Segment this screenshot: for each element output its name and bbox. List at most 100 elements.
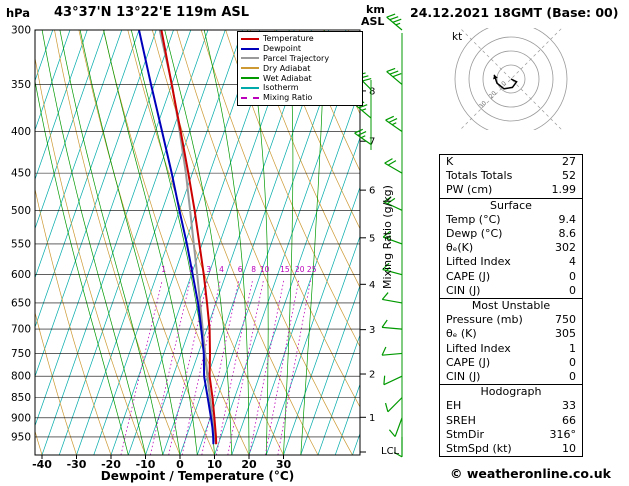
table-row-label: K (446, 155, 454, 168)
table-row-value: 0 (569, 283, 576, 297)
svg-text:600: 600 (11, 269, 31, 281)
table-row: Lifted Index 1 (440, 342, 582, 356)
svg-text:10: 10 (207, 458, 223, 471)
table-row: CIN (J) 0 (440, 370, 582, 384)
legend-item-mixing-ratio: Mixing Ratio (241, 93, 359, 103)
legend-item-dewpoint: Dewpoint (241, 44, 359, 54)
table-row-label: EH (446, 399, 462, 413)
svg-text:20: 20 (295, 265, 305, 274)
plot-frame (34, 29, 361, 456)
table-row: CIN (J) 0 (440, 284, 582, 298)
svg-text:7: 7 (369, 137, 375, 148)
pressure-gridlines: 300 350 400 450 500 550 600 650 700 750 800 850 900 9… (11, 25, 360, 443)
table-row-label: CIN (J) (446, 283, 481, 297)
table-row-label: StmDir (446, 427, 485, 441)
legend-item-dry-adiabat: Dry Adiabat (241, 63, 359, 73)
table-row: PW (cm) 1.99 (440, 183, 582, 197)
table-row: Temp (°C) 9.4 (440, 213, 582, 227)
km-axis: 1 2 3 4 5 6 7 8 (360, 86, 375, 453)
temperature-curve (160, 30, 218, 445)
table-row-value: 27 (562, 155, 576, 168)
svg-text:500: 500 (11, 205, 31, 217)
table-section-header: Most Unstable (471, 299, 551, 313)
table-row-value: 305 (555, 327, 576, 341)
legend-swatch (241, 86, 259, 89)
hodograph-arrowhead (493, 74, 498, 80)
svg-text:15: 15 (280, 265, 290, 274)
table-row-label: CAPE (J) (446, 355, 491, 369)
svg-text:400: 400 (11, 126, 31, 138)
temp-axis-labels: -40 -30 -20 -10 0 10 20 30 (32, 455, 291, 471)
svg-text:10: 10 (260, 265, 270, 274)
table-row-value: 4 (569, 255, 576, 269)
table-section: Surface Temp (°C) 9.4 Dewp (°C) 8.6 θₑ(K) 302 L… (440, 197, 582, 298)
table-row-value: 0 (569, 355, 576, 369)
legend-label: Isotherm (263, 83, 299, 93)
svg-text:8: 8 (369, 86, 375, 97)
svg-text:450: 450 (11, 168, 31, 180)
wind-barbs (354, 13, 403, 458)
table-row-label: θₑ (K) (446, 327, 477, 341)
table-row-label: Dewp (°C) (446, 227, 503, 241)
asl-axis-label: ASL (361, 15, 385, 28)
legend-swatch (241, 67, 259, 70)
legend-label: Wet Adiabat (263, 73, 312, 83)
legend: Temperature Dewpoint Parcel Trajectory Dry … (237, 31, 363, 106)
table-row-label: Totals Totals (446, 169, 513, 183)
legend-item-temperature: Temperature (241, 34, 359, 44)
svg-text:650: 650 (11, 297, 31, 309)
hodograph-trace (493, 74, 518, 90)
table-row-label: θₑ(K) (446, 241, 474, 255)
km-axis-label: km (366, 3, 385, 16)
parcel-trajectory-curve (158, 30, 218, 445)
table-row-value: 9.4 (558, 212, 577, 226)
svg-text:-40: -40 (32, 458, 52, 471)
legend-label: Temperature (263, 34, 314, 44)
svg-text:30: 30 (478, 100, 488, 110)
table-row: SREH 66 (440, 414, 582, 428)
svg-text:3: 3 (206, 265, 211, 274)
table-row: θₑ (K) 305 (440, 327, 582, 341)
table-row: Dewp (°C) 8.6 (440, 227, 582, 241)
table-row-value: 66 (562, 413, 576, 427)
station-title: 43°37'N 13°22'E 119m ASL (54, 5, 250, 20)
table-row-value: 302 (555, 241, 576, 255)
svg-text:25: 25 (307, 265, 317, 274)
legend-label: Dry Adiabat (263, 63, 311, 73)
table-section-header: Surface (490, 198, 532, 212)
legend-swatch (241, 96, 259, 99)
table-row-value: 316° (549, 427, 577, 441)
pressure-unit-label: hPa (6, 6, 31, 20)
mixing-ratio-axis-label: Mixing Ratio (g/kg) (381, 185, 394, 290)
svg-text:800: 800 (11, 371, 31, 383)
table-row: CAPE (J) 0 (440, 270, 582, 284)
svg-text:10: 10 (498, 80, 508, 90)
svg-text:-30: -30 (67, 458, 87, 471)
legend-swatch (241, 57, 259, 60)
svg-text:300: 300 (11, 25, 31, 37)
svg-text:6: 6 (369, 186, 375, 197)
table-row-label: Lifted Index (446, 255, 511, 269)
table-row: StmDir 316° (440, 428, 582, 442)
table-section: K 27 Totals Totals 52 PW (cm) 1.99 (440, 155, 582, 198)
indices-table: K 27 Totals Totals 52 PW (cm) 1.99 Surface Temp… (439, 154, 583, 458)
svg-text:950: 950 (11, 431, 31, 443)
copyright: © weatheronline.co.uk (450, 466, 611, 481)
legend-swatch (241, 47, 259, 50)
table-section-header: Hodograph (480, 385, 542, 399)
svg-text:30: 30 (276, 458, 292, 471)
table-row-value: 1 (569, 341, 576, 355)
svg-text:3: 3 (369, 325, 375, 336)
svg-text:1: 1 (369, 413, 375, 424)
table-row: Pressure (mb) 750 (440, 313, 582, 327)
table-row: CAPE (J) 0 (440, 356, 582, 370)
table-row-value: 0 (569, 269, 576, 283)
legend-label: Mixing Ratio (263, 93, 313, 103)
table-section: Hodograph EH 33 SREH 66 StmDir 316° StmSpd (kt)… (440, 384, 582, 456)
lcl-label: LCL (381, 446, 400, 457)
svg-text:2: 2 (369, 370, 375, 381)
table-row-label: CIN (J) (446, 370, 481, 384)
table-row: StmSpd (kt) 10 (440, 442, 582, 456)
